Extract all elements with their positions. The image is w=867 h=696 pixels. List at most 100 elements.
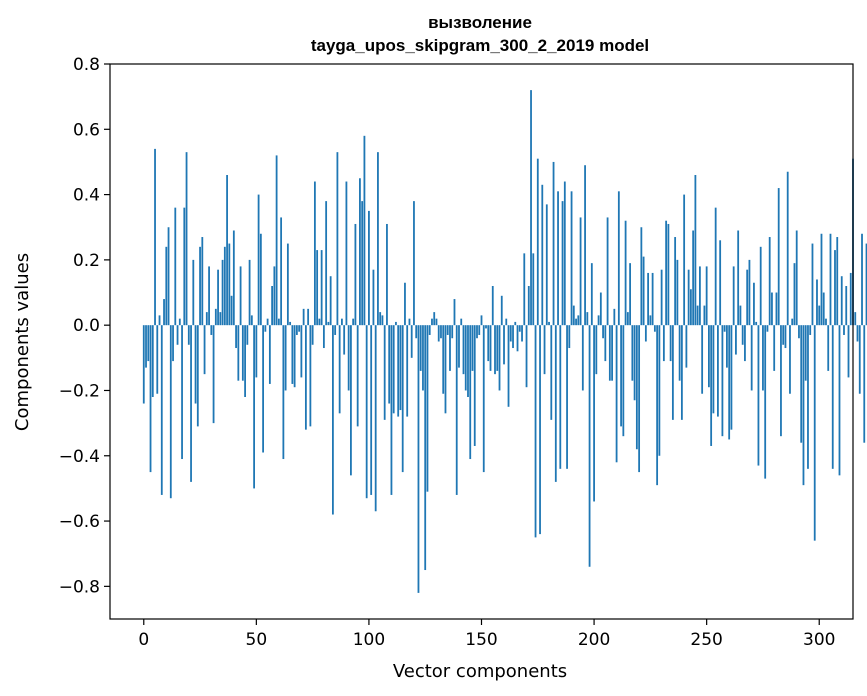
bar [363, 135, 366, 326]
bar [827, 325, 830, 371]
bar [795, 230, 798, 326]
bar [453, 299, 456, 326]
bar [325, 201, 328, 326]
bar [235, 325, 237, 349]
bar [350, 325, 352, 476]
bar [737, 230, 740, 326]
bar [485, 325, 487, 329]
y-tick-label: −0.8 [59, 577, 100, 597]
bar [786, 171, 789, 326]
y-tick-label: 0.4 [73, 186, 100, 206]
bar [259, 233, 262, 326]
bar [293, 325, 296, 388]
bar [386, 223, 388, 326]
bar [834, 250, 836, 326]
bar [523, 253, 526, 326]
bar [410, 325, 413, 358]
bar [291, 325, 294, 384]
bar [791, 318, 794, 326]
bar [800, 325, 803, 443]
bar [755, 321, 758, 326]
bar [671, 325, 674, 420]
bar [435, 318, 438, 326]
bar [503, 325, 505, 365]
bar [271, 286, 274, 326]
bar [593, 325, 595, 502]
bar [861, 233, 863, 326]
bar [683, 194, 686, 326]
bar [289, 321, 292, 326]
bar [327, 321, 330, 326]
bar [845, 286, 848, 326]
bar [696, 305, 699, 326]
y-tick-label: 0.6 [73, 120, 100, 140]
plot-frame [109, 63, 854, 620]
bar [712, 325, 715, 414]
bar [181, 325, 183, 460]
bar [676, 259, 679, 326]
bar [638, 325, 641, 473]
bar [599, 292, 602, 326]
bar [829, 233, 832, 326]
bar [543, 325, 546, 375]
bar [550, 325, 553, 420]
x-tick-label: 150 [465, 630, 497, 650]
bar [286, 243, 289, 326]
bar [431, 318, 433, 326]
bar [545, 204, 548, 326]
bar [214, 308, 217, 326]
bar [604, 325, 607, 362]
bar [789, 325, 791, 394]
bar [530, 90, 532, 326]
bar [728, 325, 731, 440]
bar [541, 184, 544, 326]
bar [307, 308, 310, 326]
bar [539, 325, 541, 535]
y-tick-label: −0.6 [59, 512, 100, 532]
bar [784, 325, 787, 349]
bar [588, 325, 591, 567]
bar [507, 325, 510, 407]
bar [205, 312, 208, 326]
bar [739, 305, 742, 326]
bar [699, 266, 701, 326]
bar [464, 325, 467, 391]
bar [708, 325, 710, 388]
bar [341, 318, 343, 326]
bar [433, 312, 436, 326]
bar [482, 325, 485, 473]
bar [462, 325, 465, 375]
bar [413, 201, 415, 326]
bar [356, 325, 359, 427]
y-tick-label: 0.2 [73, 251, 100, 271]
bar [165, 246, 168, 326]
bar [811, 243, 814, 326]
bar [280, 217, 283, 326]
bar [476, 325, 478, 339]
bar [149, 325, 152, 473]
bar [372, 269, 375, 326]
bar [577, 315, 580, 326]
bar [732, 266, 735, 326]
bar [300, 325, 303, 378]
bar [451, 325, 454, 339]
bar [487, 325, 490, 362]
bar [505, 318, 508, 326]
bar [368, 210, 370, 326]
bar [863, 325, 866, 443]
bar [426, 325, 429, 492]
bar [383, 325, 386, 420]
bar [858, 325, 861, 394]
bar [408, 318, 411, 326]
bar [419, 325, 422, 371]
bar [527, 286, 530, 326]
bar [253, 325, 255, 489]
bar [480, 315, 483, 326]
chart-title: вызволение [428, 13, 532, 32]
bar [455, 325, 458, 495]
bar [723, 325, 726, 332]
bar [232, 230, 235, 326]
bar [446, 325, 449, 335]
y-tick-label: 0.8 [73, 55, 100, 75]
bar [813, 325, 816, 541]
